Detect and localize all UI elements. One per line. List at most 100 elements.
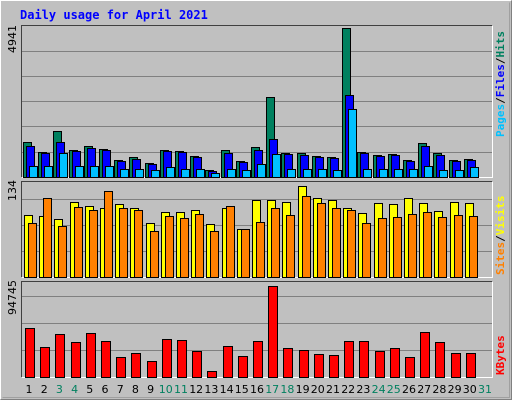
x-tick-label: 16 — [250, 383, 264, 396]
bar-pages — [394, 169, 403, 178]
bar-pages — [90, 166, 99, 178]
bar-pages — [363, 169, 372, 178]
bar-kbytes — [375, 351, 385, 378]
bar-sites — [256, 222, 265, 278]
bar-sites — [378, 218, 387, 278]
bar-kbytes — [116, 357, 126, 378]
bar-pages — [181, 169, 190, 178]
bar-kbytes — [147, 361, 157, 378]
x-tick-label: 27 — [417, 383, 431, 396]
bar-sites — [58, 226, 67, 278]
x-tick-label: 30 — [463, 383, 477, 396]
bar-sites — [119, 208, 128, 278]
legend-entry: / — [494, 235, 507, 242]
legend-entry: / — [494, 57, 507, 64]
bar-sites — [74, 207, 83, 278]
bar-kbytes — [40, 347, 50, 378]
x-tick-label: 17 — [265, 383, 279, 396]
ymax-label: 134 — [6, 180, 19, 201]
bar-pages — [409, 169, 418, 178]
bar-pages — [166, 167, 175, 178]
legend-entry: Visits — [494, 196, 507, 236]
bar-kbytes — [405, 357, 415, 378]
bar-kbytes — [238, 356, 248, 378]
x-tick-label: 19 — [296, 383, 310, 396]
x-tick-label: 29 — [448, 383, 462, 396]
bar-sites — [180, 218, 189, 278]
bar-pages — [59, 153, 68, 178]
bar-kbytes — [283, 348, 293, 378]
bar-sites — [165, 216, 174, 278]
bar-sites — [271, 208, 280, 278]
bar-pages — [424, 166, 433, 178]
bar-kbytes — [131, 353, 141, 378]
x-tick-label: 3 — [56, 383, 63, 396]
bar-sites — [317, 203, 326, 278]
ymax-label: 4941 — [6, 25, 19, 53]
bar-sites — [362, 223, 371, 278]
bar-pages — [227, 169, 236, 178]
legend-entry: Files — [494, 64, 507, 97]
bar-kbytes — [71, 342, 81, 378]
bar-pages — [287, 169, 296, 178]
bar-pages — [439, 170, 448, 178]
bar-sites — [454, 215, 463, 278]
x-tick-label: 23 — [356, 383, 370, 396]
ymax-label: 94745 — [6, 280, 19, 315]
x-tick-label: 10 — [159, 383, 173, 396]
bar-pages — [135, 169, 144, 178]
x-tick-label: 8 — [132, 383, 139, 396]
bar-pages — [333, 170, 342, 178]
bar-sites — [408, 214, 417, 278]
legend-entry: / — [494, 97, 507, 104]
panel-2 — [21, 181, 493, 278]
bar-kbytes — [86, 333, 96, 378]
bar-kbytes — [359, 341, 369, 378]
bar-sites — [195, 214, 204, 278]
bar-pages — [29, 166, 38, 178]
panel-border — [21, 181, 493, 278]
x-tick-label: 4 — [71, 383, 78, 396]
x-tick-label: 31 — [478, 383, 492, 396]
x-tick-label: 9 — [147, 383, 154, 396]
bar-kbytes — [223, 346, 233, 378]
bar-pages — [242, 170, 251, 178]
legend-entry: Hits — [494, 31, 507, 58]
chart-title: Daily usage for April 2021 — [20, 8, 208, 22]
legend-entry: Sites — [494, 242, 507, 275]
bar-kbytes — [314, 354, 324, 378]
bar-sites — [28, 223, 37, 278]
panel-border — [21, 281, 493, 378]
bar-sites — [469, 216, 478, 278]
bar-sites — [226, 206, 235, 278]
bar-sites — [302, 196, 311, 278]
bar-pages — [348, 109, 357, 178]
bar-sites — [393, 217, 402, 278]
bar-kbytes — [55, 334, 65, 378]
x-tick-label: 5 — [86, 383, 93, 396]
x-tick-label: 26 — [402, 383, 416, 396]
bar-sites — [150, 231, 159, 278]
bar-pages — [75, 166, 84, 178]
bar-kbytes — [253, 341, 263, 378]
x-tick-label: 12 — [189, 383, 203, 396]
bar-pages — [151, 170, 160, 178]
x-tick-label: 13 — [204, 383, 218, 396]
x-tick-label: 15 — [235, 383, 249, 396]
bar-pages — [470, 167, 479, 178]
bar-sites — [104, 191, 113, 278]
x-tick-label: 20 — [311, 383, 325, 396]
bar-kbytes — [451, 353, 461, 378]
bar-kbytes — [390, 348, 400, 378]
bar-kbytes — [25, 328, 35, 378]
bar-sites — [241, 229, 250, 278]
bar-kbytes — [192, 351, 202, 378]
bar-kbytes — [207, 371, 217, 378]
bar-pages — [211, 173, 220, 178]
x-tick-label: 28 — [432, 383, 446, 396]
x-tick-label: 22 — [341, 383, 355, 396]
x-tick-label: 25 — [387, 383, 401, 396]
